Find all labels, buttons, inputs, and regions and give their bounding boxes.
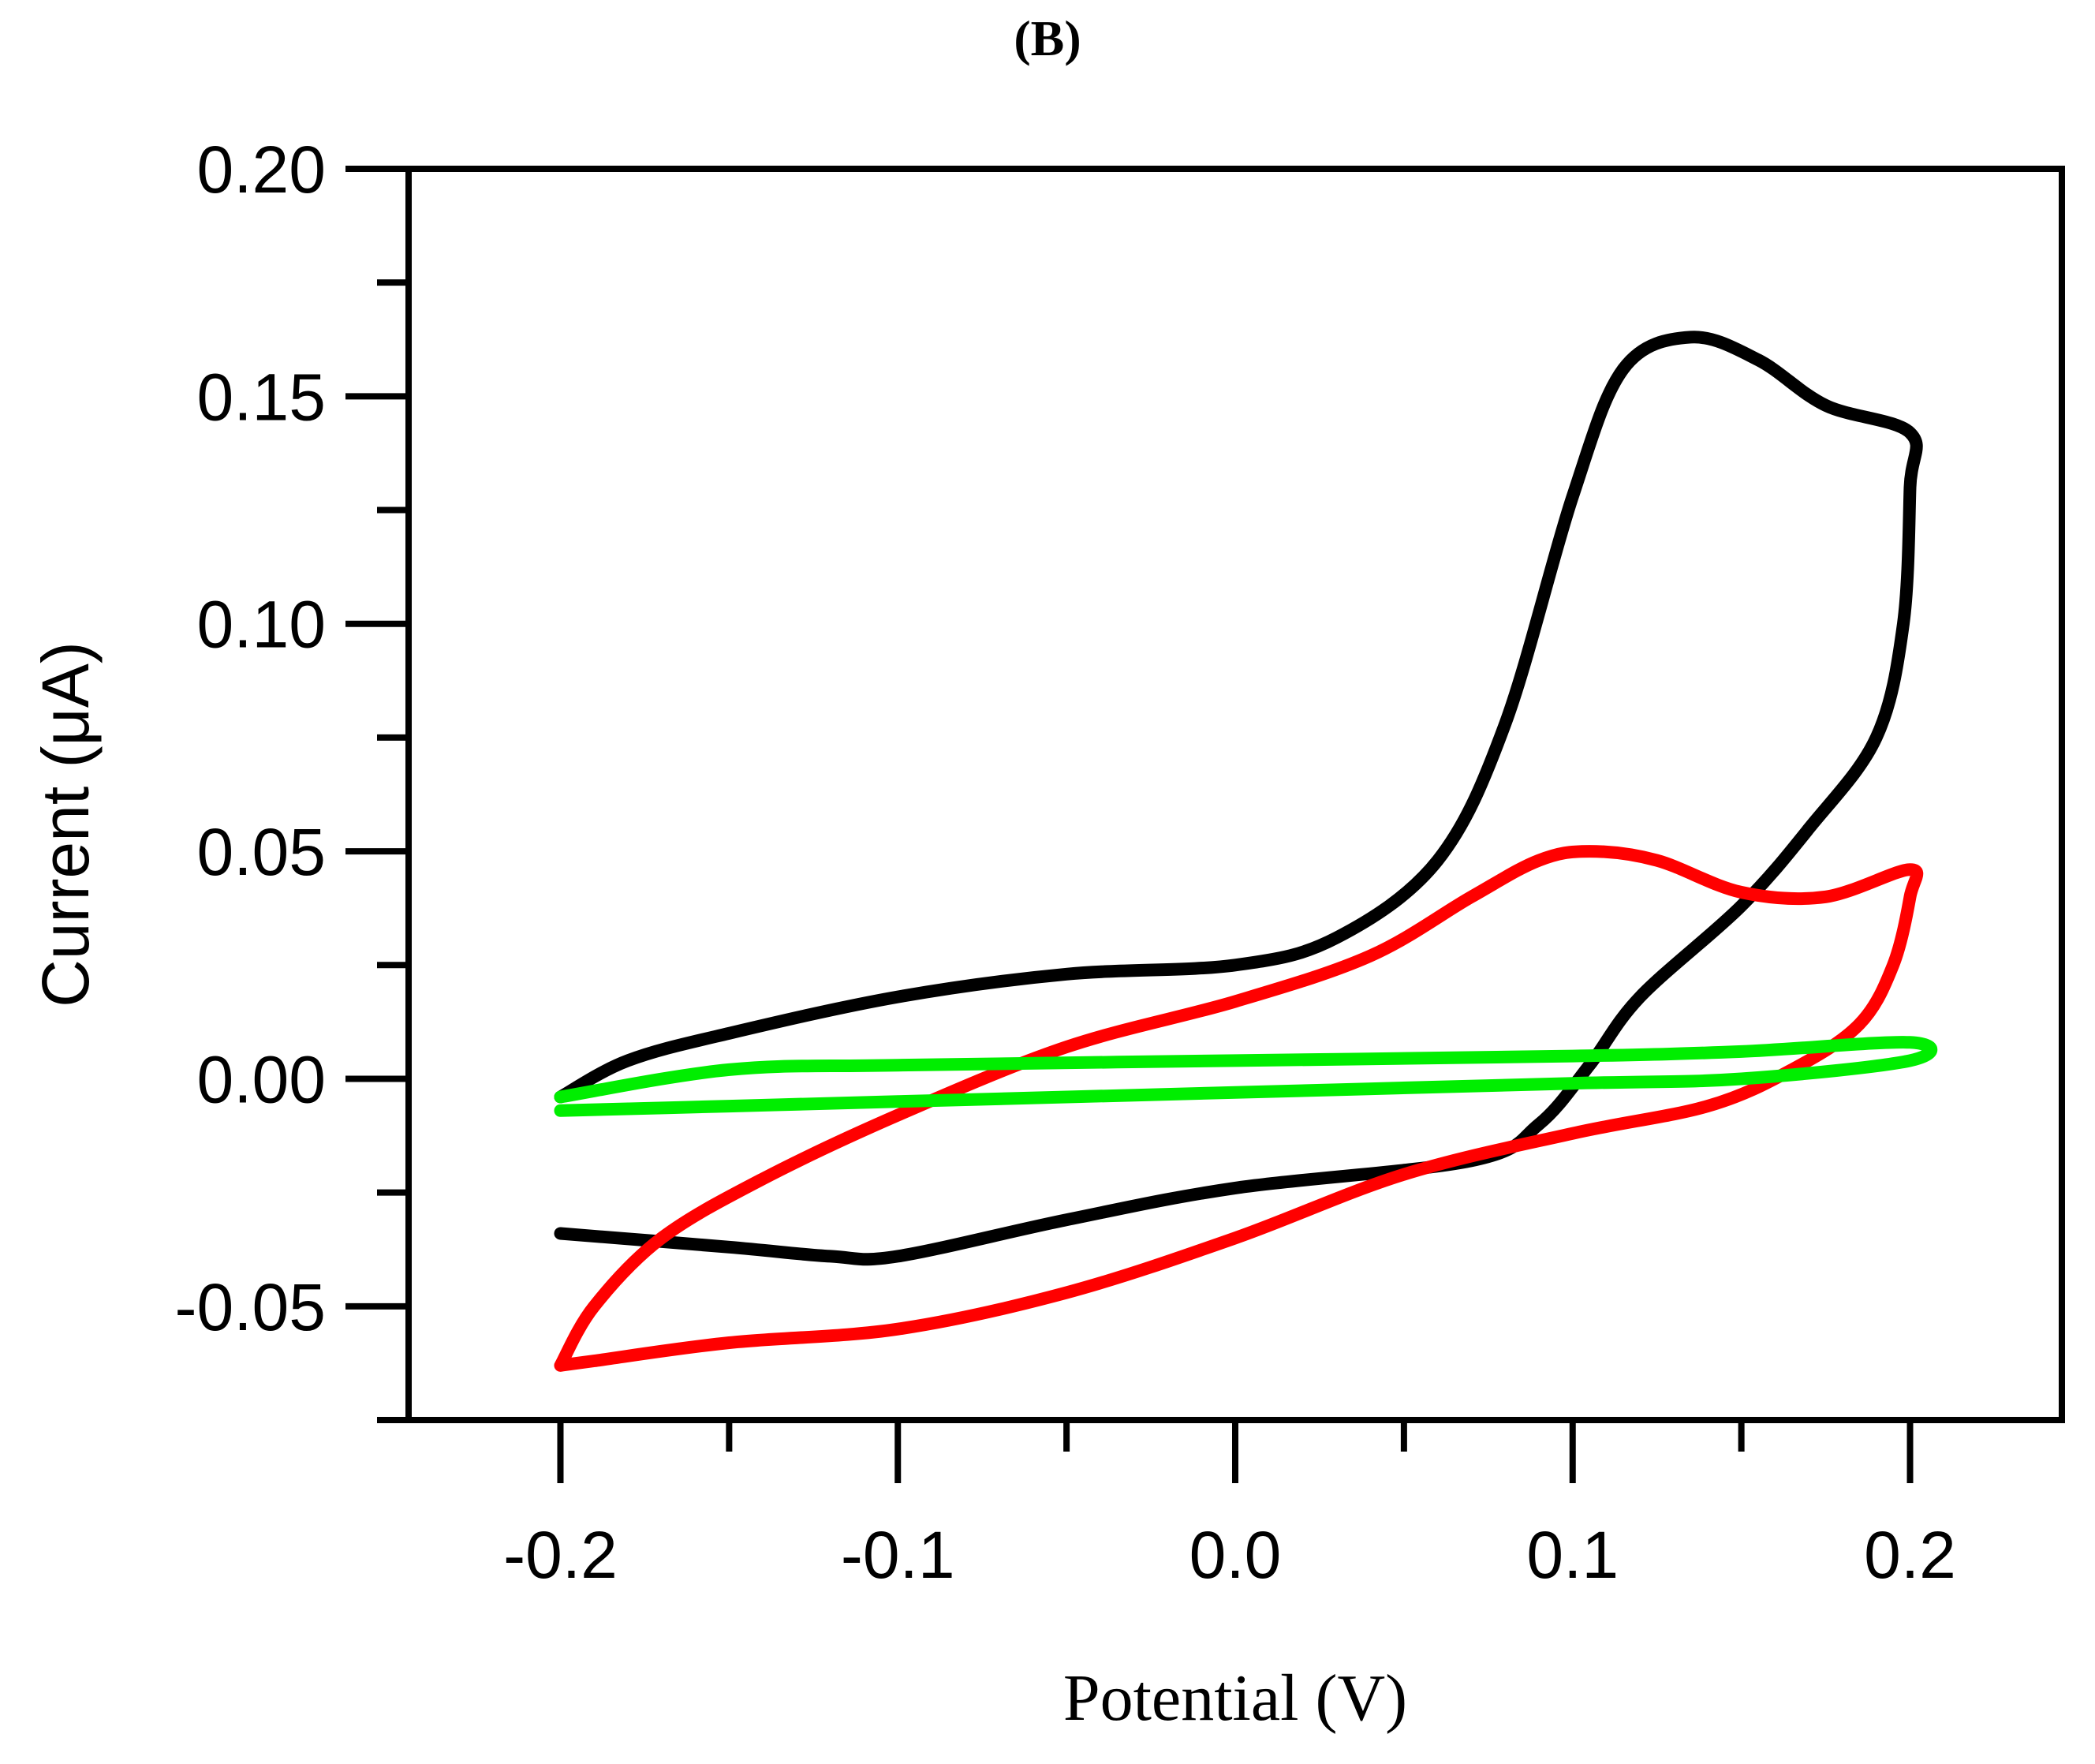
x-axis-label: Potential (V) (1063, 1661, 1407, 1735)
series-layer (554, 331, 1938, 1372)
y-tick-label: 0.05 (197, 815, 327, 889)
series-line-green (554, 1036, 1938, 1117)
y-axis-ticks: -0.05 0.00 0.05 0.10 0.15 0.20 (175, 133, 409, 1423)
y-tick-label: 0.00 (197, 1042, 327, 1116)
x-tick-label: -0.2 (503, 1518, 618, 1592)
x-tick-label: 0.2 (1864, 1518, 1956, 1592)
series-line-red (554, 845, 1924, 1372)
panel-label: (B) (1014, 10, 1081, 66)
x-axis-ticks: -0.2 -0.1 0.0 0.1 0.2 (503, 1420, 1956, 1592)
y-tick-label: 0.15 (197, 360, 327, 434)
x-tick-label: 0.0 (1189, 1518, 1282, 1592)
plot-frame (405, 166, 2065, 1423)
y-tick-label: -0.05 (175, 1270, 326, 1344)
x-tick-label: -0.1 (841, 1518, 955, 1592)
series-line-black (554, 331, 1923, 1266)
y-tick-label: 0.10 (197, 588, 327, 662)
y-axis-label: Current (μA) (28, 641, 103, 1007)
y-tick-label: 0.20 (197, 133, 327, 207)
x-tick-label: 0.1 (1526, 1518, 1619, 1592)
